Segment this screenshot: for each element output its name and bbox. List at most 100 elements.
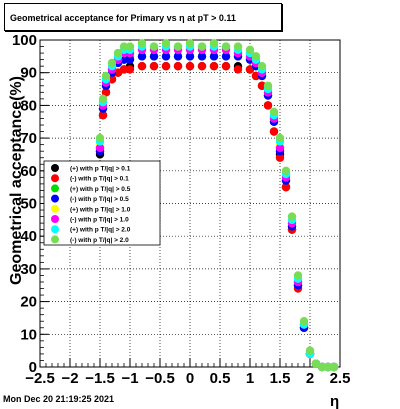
legend-label: (-) with p T/|q| > 1.0	[70, 217, 129, 224]
x-tick-label: 0.5	[210, 370, 231, 387]
y-tick-labels: 0 10 20 30 40 50 60 70 80 90 100	[12, 32, 37, 376]
data-point	[263, 81, 273, 90]
y-axis-label: Geometrical acceptance(%)	[8, 76, 25, 285]
y-tick-label: 40	[20, 228, 37, 245]
legend-marker	[51, 174, 59, 183]
data-point	[197, 42, 207, 51]
x-tick-label: 1.5	[270, 370, 291, 387]
data-point	[125, 65, 135, 74]
data-point	[149, 61, 159, 71]
data-point	[113, 48, 123, 58]
x-tick-label: 2.5	[330, 370, 351, 387]
data-point	[149, 52, 159, 61]
legend-label: (-) with p T/|q| > 2.0	[70, 237, 129, 244]
legend-marker	[51, 204, 59, 213]
x-tick-label: −1	[121, 370, 138, 387]
y-tick-label: 30	[20, 261, 37, 278]
data-point	[173, 61, 183, 71]
data-point	[221, 52, 231, 61]
data-point	[107, 58, 117, 68]
legend-marker	[51, 225, 59, 234]
data-point	[281, 182, 291, 192]
data-point	[137, 52, 147, 61]
x-tick-labels: −2.5 −2 −1.5 −1 −0.5 0 0.5 1 1.5 2 2.5	[25, 370, 350, 387]
x-tick-label: 1	[246, 370, 254, 387]
y-tick-label: 80	[20, 97, 37, 114]
data-point	[125, 42, 135, 51]
data-point	[263, 101, 273, 110]
x-tick-label: 0	[186, 370, 194, 387]
data-point	[233, 65, 243, 74]
legend-label: (+) with p T/|q| > 2.0	[70, 227, 131, 234]
legend-marker	[51, 194, 59, 203]
data-point	[305, 346, 315, 355]
data-point	[245, 45, 255, 55]
data-point	[209, 61, 219, 71]
series-8	[95, 39, 339, 372]
data-point	[251, 52, 261, 61]
timestamp: Mon Dec 20 21:19:25 2021	[3, 394, 115, 404]
grid-lines	[40, 40, 340, 367]
data-point	[197, 52, 207, 61]
data-point	[161, 52, 171, 61]
legend-marker	[51, 235, 59, 244]
data-point	[197, 61, 207, 71]
data-point	[329, 362, 339, 372]
x-tick-label: −2.5	[25, 370, 55, 387]
y-tick-label: 70	[20, 130, 37, 147]
data-point	[281, 166, 291, 175]
y-tick-label: 0	[29, 359, 37, 376]
data-point	[287, 212, 297, 221]
data-point	[275, 153, 285, 162]
data-point	[173, 42, 183, 51]
data-point	[101, 71, 111, 81]
data-point	[137, 39, 147, 48]
y-tick-label: 20	[20, 294, 37, 311]
y-tick-label: 60	[20, 163, 37, 180]
data-point	[149, 42, 159, 51]
chart-title: Geometrical acceptance for Primary vs η …	[4, 3, 282, 31]
data-point	[119, 65, 129, 74]
data-point	[221, 61, 231, 71]
data-point	[101, 88, 111, 97]
y-tick-label: 50	[20, 196, 37, 213]
legend: (+) with p T/|q| > 0.1 (-) with p T/|q| >…	[43, 160, 161, 246]
legend-label: (+) with p T/|q| > 0.5	[70, 186, 131, 193]
data-point	[161, 39, 171, 48]
legend-label: (+) with p T/|q| > 1.0	[70, 206, 131, 213]
data-point	[98, 94, 108, 104]
data-point	[95, 143, 105, 153]
x-axis-label: η	[330, 393, 339, 409]
data-point	[233, 42, 243, 51]
data-point	[323, 362, 333, 372]
data-point	[119, 42, 129, 51]
data-point	[275, 133, 285, 143]
data-point	[161, 61, 171, 71]
legend-marker	[51, 184, 59, 193]
x-tick-label: −0.5	[145, 370, 175, 387]
legend-label: (+) with p T/|q| > 0.1	[70, 166, 131, 173]
y-tick-label: 10	[20, 326, 37, 343]
data-point	[293, 271, 303, 280]
x-tick-label: −1.5	[85, 370, 115, 387]
legend-box	[43, 160, 161, 246]
data-point	[299, 317, 309, 326]
data-point	[185, 61, 195, 71]
x-tick-label: −2	[61, 370, 78, 387]
data-point	[269, 127, 279, 136]
data-point	[257, 61, 267, 71]
data-point	[137, 61, 147, 71]
data-point	[125, 55, 135, 64]
data-point	[98, 111, 108, 120]
data-point	[95, 133, 105, 143]
data-point	[209, 52, 219, 61]
x-tick-label: 2	[306, 370, 314, 387]
data-point	[269, 107, 279, 117]
y-tick-label: 90	[20, 65, 37, 82]
data-point	[275, 143, 285, 153]
data-point	[209, 39, 219, 48]
y-tick-label: 100	[12, 32, 37, 49]
data-point	[185, 39, 195, 48]
legend-label: (-) with p T/|q| > 0.5	[70, 196, 129, 203]
